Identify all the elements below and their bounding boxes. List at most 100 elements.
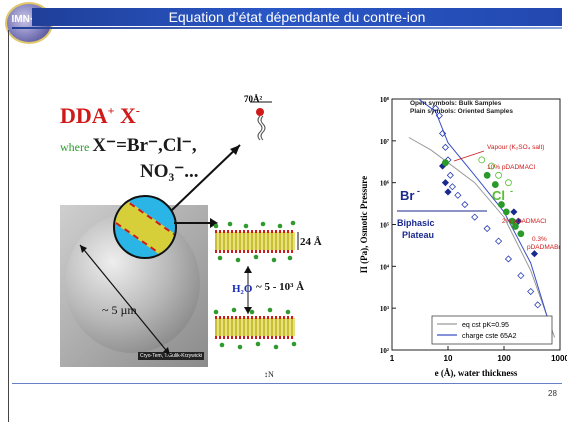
data-point-br (439, 129, 447, 138)
data-point-br (444, 188, 452, 196)
note-open-symbols: Open symbols: Bulk Samples (410, 100, 502, 107)
data-point-cl (505, 179, 512, 187)
bilayer-top (215, 232, 295, 250)
data-point-cl (495, 171, 502, 179)
page-number: 28 (548, 389, 557, 398)
y-tick-label: 10⁵ (380, 222, 389, 230)
data-point-cl (502, 208, 510, 216)
bilayer-bottom-edge-b (215, 336, 295, 339)
spacing-arrow-down (244, 307, 252, 314)
data-point-br (517, 272, 525, 280)
annot-br: Br (400, 188, 414, 203)
data-point-br (530, 250, 539, 258)
annot-br-minus: - (417, 186, 420, 196)
arrow-to-molecule (171, 144, 241, 211)
where-label: where (60, 140, 93, 154)
annot-biphasic: Biphasic (397, 218, 435, 228)
slide-title: Equation d’état dépendante du contre-ion (168, 9, 426, 25)
annot-03pct-b: pDADMABr (527, 244, 561, 251)
data-point-br (441, 143, 450, 151)
annot-vapour: Vapour (K₂SO₄ salt) (487, 144, 544, 151)
left-rule (8, 30, 9, 422)
formula-x: X (114, 103, 136, 128)
arrow-to-layers-head (210, 218, 218, 228)
logo-text: IMN·FR (11, 14, 47, 25)
data-point-br (483, 224, 491, 233)
data-point-cl (517, 230, 525, 238)
zoom-lens (113, 195, 177, 259)
y-tick-label: 10⁷ (380, 138, 389, 146)
anion-list: where X⁻=Br⁻,Cl⁻, (60, 134, 197, 157)
x-axis-label: e (Å), water thickness (435, 368, 518, 378)
data-point-br (514, 217, 522, 225)
bilayer-bottom (215, 318, 295, 336)
vapour-pointer (453, 150, 485, 162)
data-point-br (448, 183, 456, 191)
bilayer-bottom-edge-a (215, 316, 295, 319)
title-bar: Equation d’état dépendante du contre-ion (32, 8, 562, 26)
surfactant-formula: DDA+ X- (60, 103, 140, 129)
formula-minus: - (135, 103, 140, 118)
curve-0 (408, 137, 556, 338)
formula-main: DDA (60, 103, 108, 128)
head-group (256, 108, 264, 116)
image-credit: Cryo-Tem, T.Gulik-Krzywicki (138, 352, 205, 360)
nitrate-label: NO₃⁻... (140, 161, 199, 182)
data-point-br (454, 191, 462, 199)
osmotic-pressure-chart: 1 10 100 1000 10² 10³ 10⁴ 10⁵ 10⁶ 10⁷ 10⁸ e (Å), wa… (359, 96, 567, 378)
y-tick-label: 10⁸ (380, 96, 389, 104)
bottom-rule (12, 383, 562, 384)
tail-chain-2 (260, 115, 266, 141)
annot-2pct: 2% pDADMACl (502, 218, 547, 225)
counterion-dots (213, 220, 299, 350)
tail-chain (257, 115, 263, 141)
cryo-tem-micrograph: ~ 5 µm Cryo-Tem, T.Gulik-Krzywicki (60, 205, 208, 367)
anions: X⁻=Br⁻,Cl⁻, (92, 135, 197, 156)
arrow-to-molecule-head (230, 145, 240, 155)
plot-area (391, 98, 561, 351)
legend-label: charge cste 65A2 (462, 333, 517, 340)
data-point-br (441, 179, 450, 187)
vesicle-size-label: ~ 5 µm (102, 303, 137, 317)
water-label: H₂O (232, 283, 253, 295)
data-point-cl (508, 217, 516, 225)
data-point-br (510, 208, 518, 216)
repeat-n-label: ↕N (264, 370, 274, 379)
legend-label: eq cst pK=0.95 (462, 322, 509, 329)
bilayer-top-edge-a (215, 230, 295, 233)
x-tick-label: 100 (497, 354, 511, 363)
y-tick-label: 10⁶ (380, 180, 389, 188)
bilayer-top-edge-b (215, 250, 295, 253)
size-arrow-line (79, 244, 171, 356)
layer-thickness: 24 Å (300, 236, 322, 248)
data-point-br (471, 213, 479, 221)
data-point-cl (478, 156, 486, 164)
title-rule (12, 27, 562, 29)
annot-plateau: Plateau (402, 230, 434, 240)
zoom-arrows (171, 144, 241, 228)
data-point-cl (488, 162, 495, 170)
spacing-arrow-up (244, 266, 252, 273)
annot-cl: Cl (492, 188, 505, 203)
size-arrow-head-a (80, 245, 87, 253)
data-point-cl (491, 181, 499, 188)
data-point-br (504, 255, 512, 263)
data-point-cl (483, 171, 491, 179)
annot-cl-minus: - (510, 186, 513, 196)
size-arrow-head-b (163, 347, 170, 355)
formula-plus: + (107, 103, 115, 118)
water-spacing: ~ 5 - 10³ Å (256, 281, 305, 293)
data-point-cl (442, 159, 449, 167)
data-point-br (534, 301, 542, 309)
x-tick-label: 1000 (551, 354, 567, 363)
data-point-br (446, 171, 454, 179)
annot-10pct: 10% pDADMACl (487, 164, 536, 171)
y-tick-label: 10⁴ (380, 263, 390, 271)
y-tick-label: 10² (380, 347, 389, 355)
head-area-label: 70Å² (244, 94, 263, 104)
data-point-br (461, 200, 469, 209)
x-tick-label: 10 (444, 354, 453, 363)
legend-box (431, 315, 553, 345)
data-point-br (495, 237, 503, 245)
